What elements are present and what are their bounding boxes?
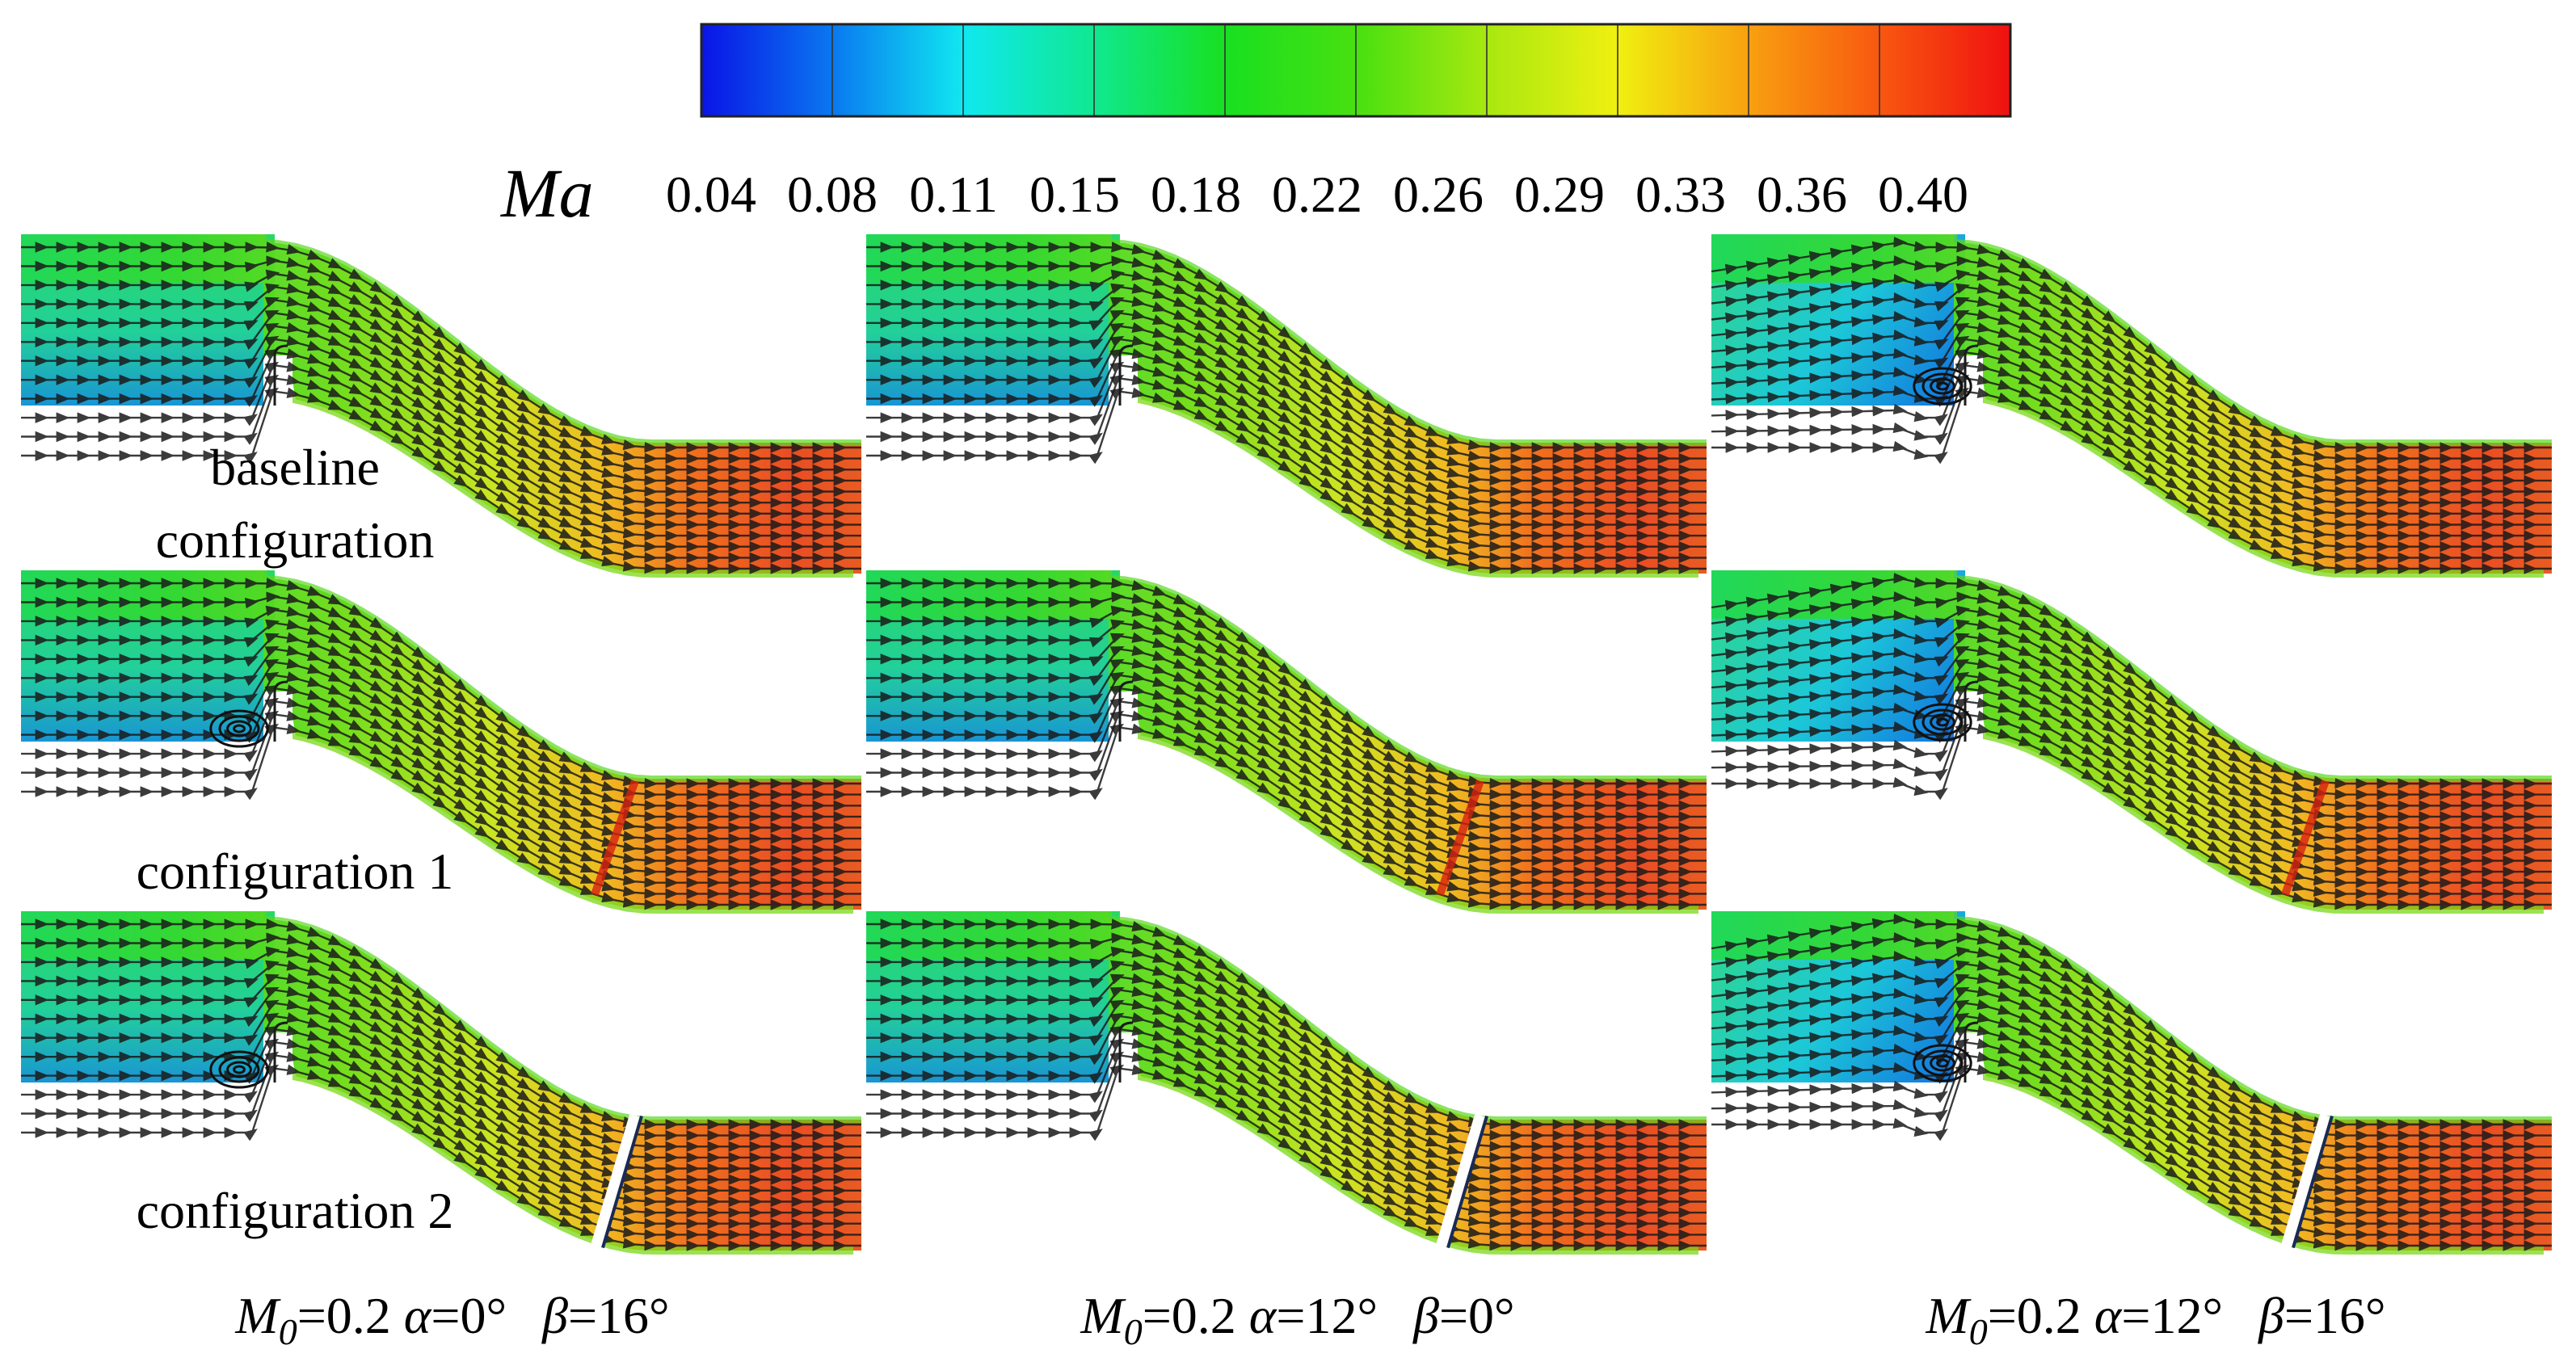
colorbar-tick-label: 0.08 bbox=[787, 166, 878, 223]
colorbar-tick-label: 0.33 bbox=[1635, 166, 1726, 223]
colorbar-cell bbox=[1879, 23, 2012, 117]
slot-edge bbox=[2292, 1115, 2334, 1249]
separation-vortex bbox=[1913, 1044, 1972, 1082]
flow-panel bbox=[21, 234, 861, 578]
slot-gap bbox=[2281, 1113, 2331, 1248]
colorbar-cell bbox=[1486, 23, 1619, 117]
shock-region bbox=[1436, 780, 1484, 897]
colorbar-tick-label: 0.15 bbox=[1029, 166, 1120, 223]
row-label-baseline-line1: baseline bbox=[210, 439, 380, 496]
row-label-baseline-line2: configuration bbox=[156, 511, 435, 569]
flow-panel bbox=[21, 570, 861, 914]
colorbar-tick-label: 0.22 bbox=[1272, 166, 1362, 223]
colorbar-tick-label: 0.36 bbox=[1757, 166, 1847, 223]
condition-label-3: M0=0.2 α=12° β=16° bbox=[1925, 1287, 2385, 1352]
colorbar-tick-label: 0.04 bbox=[666, 166, 756, 223]
row-label-config1: configuration 1 bbox=[137, 843, 454, 900]
flow-panel bbox=[1711, 234, 2552, 578]
colorbar-cell bbox=[1224, 23, 1357, 117]
colorbar-cells bbox=[701, 23, 2012, 117]
colorbar-label: Ma bbox=[499, 154, 594, 232]
streamline bbox=[21, 1064, 861, 1251]
colorbar: Ma 0.04 0.08 0.11 0.15 0.18 0.22 0.26 0.29 0.33 0… bbox=[499, 23, 2012, 232]
colorbar-cell bbox=[1355, 23, 1488, 117]
colorbar-cell bbox=[1617, 23, 1750, 117]
slot-gap bbox=[591, 1113, 641, 1248]
separation-vortex bbox=[1913, 367, 1972, 406]
condition-label-1: M0=0.2 α=0° β=16° bbox=[234, 1287, 669, 1352]
colorbar-tick-label: 0.40 bbox=[1878, 166, 1968, 223]
separation-vortex bbox=[209, 1050, 269, 1089]
colorbar-tick-label: 0.11 bbox=[909, 166, 998, 223]
flow-panel bbox=[1711, 570, 2552, 914]
colorbar-ticks: 0.04 0.08 0.11 0.15 0.18 0.22 0.26 0.29 0.33 0.36… bbox=[666, 166, 1968, 223]
separation-vortex bbox=[1913, 703, 1972, 742]
streamline bbox=[1711, 387, 2552, 574]
shock-region bbox=[2281, 780, 2330, 897]
colorbar-tick-label: 0.29 bbox=[1514, 166, 1605, 223]
flow-panel bbox=[866, 234, 1707, 578]
flow-panel bbox=[21, 911, 861, 1255]
streamline bbox=[866, 723, 1707, 910]
colorbar-cell bbox=[1748, 23, 1881, 117]
colorbar-cell bbox=[701, 23, 834, 117]
streamline bbox=[866, 1064, 1707, 1251]
colorbar-cell bbox=[1093, 23, 1227, 117]
streamline bbox=[21, 387, 861, 574]
colorbar-cell bbox=[962, 23, 1096, 117]
colorbar-frame bbox=[700, 23, 2012, 118]
flow-panel bbox=[1711, 911, 2552, 1255]
streamline bbox=[1711, 723, 2552, 910]
streamline bbox=[866, 387, 1707, 574]
colorbar-cell bbox=[831, 23, 965, 117]
streamline bbox=[1711, 1064, 2552, 1251]
slot-gap bbox=[1436, 1113, 1486, 1248]
colorbar-tick-label: 0.26 bbox=[1393, 166, 1484, 223]
condition-label-2: M0=0.2 α=12° β=0° bbox=[1080, 1287, 1514, 1352]
shock-region bbox=[591, 780, 639, 897]
separation-vortex bbox=[209, 709, 269, 748]
streamline bbox=[21, 723, 861, 910]
panels bbox=[21, 234, 2552, 1255]
slot-edge bbox=[601, 1115, 643, 1249]
flow-panel bbox=[866, 570, 1707, 914]
colorbar-tick-label: 0.18 bbox=[1151, 166, 1241, 223]
flow-panel bbox=[866, 911, 1707, 1255]
row-label-config2: configuration 2 bbox=[137, 1182, 454, 1239]
slot-edge bbox=[1446, 1115, 1488, 1249]
